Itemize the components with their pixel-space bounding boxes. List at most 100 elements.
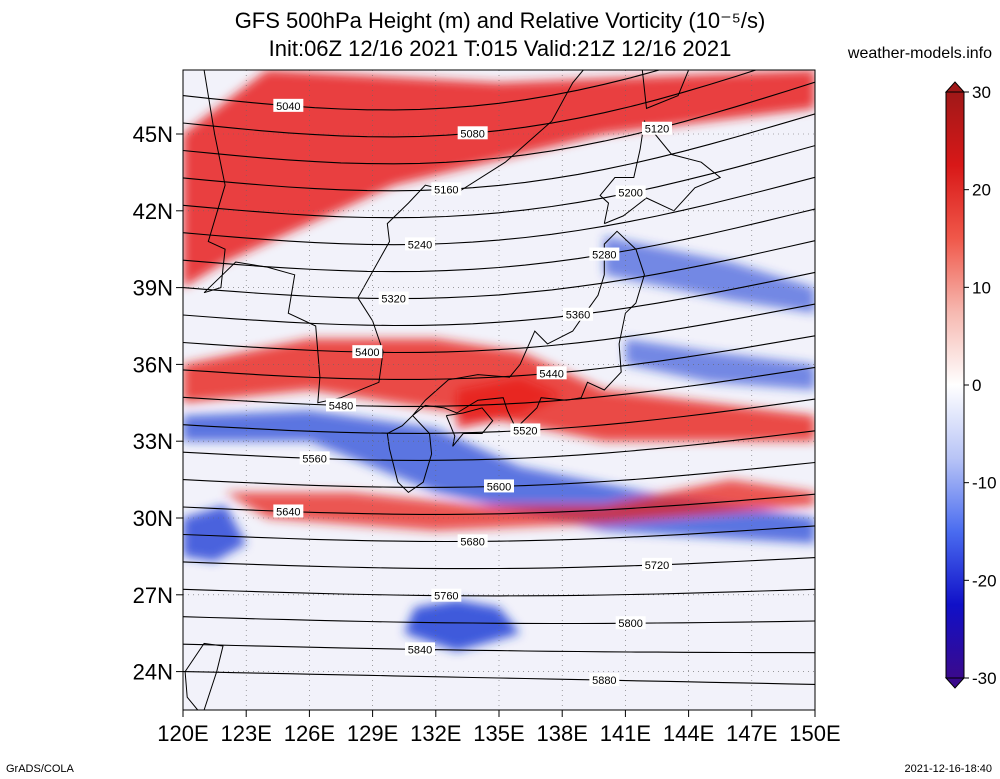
height-contour: [183, 335, 815, 380]
coastline: [445, 407, 494, 447]
vorticity-region: [604, 236, 815, 314]
longitude-label: 144E: [663, 721, 714, 746]
svg-text:5120: 5120: [645, 124, 669, 136]
longitude-label: 138E: [537, 721, 588, 746]
contour-label: 5720: [642, 557, 672, 572]
height-contour: [183, 430, 815, 461]
contour-label: 5800: [615, 616, 646, 630]
svg-text:5640: 5640: [276, 506, 300, 518]
svg-text:5880: 5880: [592, 675, 616, 687]
latitude-label: 39N: [133, 276, 173, 301]
contour-label: 5640: [273, 504, 304, 518]
contour-label: 5600: [484, 479, 514, 493]
chart-title: GFS 500hPa Height (m) and Relative Vorti…: [234, 8, 766, 33]
latitude-label: 45N: [133, 122, 173, 147]
svg-text:5680: 5680: [460, 536, 484, 548]
latitude-label: 24N: [133, 660, 173, 685]
contour-label: 5280: [589, 247, 620, 262]
software-credit: GrADS/COLA: [6, 763, 74, 775]
vorticity-region: [456, 377, 563, 429]
longitude-label: 141E: [600, 721, 651, 746]
colorbar-tick-label: 30: [972, 83, 991, 102]
height-contour: [183, 557, 815, 570]
vorticity-region: [225, 479, 815, 531]
height-contour: [183, 398, 815, 434]
contour-label: 5120: [642, 121, 672, 136]
svg-text:5240: 5240: [408, 239, 432, 251]
contour-label: 5040: [273, 98, 304, 113]
longitude-label: 132E: [410, 721, 461, 746]
latitude-label: 36N: [133, 352, 173, 377]
contour-label: 5160: [431, 182, 462, 196]
contour-label: 5440: [536, 366, 567, 380]
svg-text:5360: 5360: [566, 310, 590, 322]
contour-labels: 5040 5080 5120 5160 5200 5240 5280 5320 5360 5400…: [273, 98, 672, 687]
svg-text:5320: 5320: [381, 294, 405, 306]
site-credit: weather-models.info: [847, 45, 992, 62]
svg-text:5560: 5560: [302, 453, 326, 465]
contour-label: 5560: [299, 451, 330, 465]
svg-text:5800: 5800: [618, 618, 642, 630]
height-contour: [183, 616, 815, 625]
contour-label: 5320: [378, 291, 409, 306]
contour-label: 5080: [457, 126, 488, 140]
latitude-label: 33N: [133, 429, 173, 454]
latitude-label: 27N: [133, 583, 173, 608]
contour-label: 5400: [352, 345, 383, 359]
vorticity-region: [625, 338, 815, 390]
svg-text:5040: 5040: [276, 101, 300, 113]
svg-text:5080: 5080: [460, 128, 484, 140]
contour-label: 5760: [431, 588, 462, 603]
height-contour: [183, 671, 815, 685]
longitude-label: 147E: [726, 721, 777, 746]
chart-subtitle: Init:06Z 12/16 2021 T:015 Valid:21Z 12/1…: [268, 36, 732, 61]
svg-text:5600: 5600: [487, 481, 511, 493]
colorbar: 30 20 10 0 -10 -20 -30: [944, 81, 997, 689]
contour-label: 5360: [563, 307, 593, 322]
svg-text:5280: 5280: [592, 250, 616, 262]
colorbar-tick-label: 20: [972, 181, 991, 200]
svg-text:5200: 5200: [618, 188, 642, 200]
timestamp: 2021-12-16-18:40: [904, 763, 992, 775]
contour-label: 5200: [615, 185, 646, 200]
height-contour: [183, 643, 815, 654]
graticule: [183, 70, 815, 710]
contour-label: 5520: [510, 423, 541, 437]
height-contour: [183, 240, 815, 300]
coastline: [641, 70, 690, 110]
contour-label: 5480: [326, 398, 356, 412]
height-contour: [183, 113, 815, 192]
colorbar-tick-label: 10: [972, 278, 991, 297]
colorbar-tick-label: -20: [972, 571, 997, 590]
height-contour: [183, 366, 815, 407]
svg-text:5400: 5400: [355, 347, 379, 359]
colorbar-scale: [945, 91, 965, 679]
contour-label: 5840: [405, 642, 435, 656]
height-contour: [183, 81, 815, 165]
svg-text:5440: 5440: [539, 368, 563, 380]
latitude-label: 30N: [133, 506, 173, 531]
svg-text:5760: 5760: [434, 591, 458, 603]
height-contour: [183, 271, 815, 327]
svg-text:5520: 5520: [513, 425, 537, 437]
colorbar-tick-label: -10: [972, 474, 997, 493]
contour-label: 5680: [457, 534, 488, 548]
height-contour: [183, 176, 815, 246]
height-contour: [183, 208, 815, 273]
height-contour: [183, 145, 815, 219]
longitude-label: 120E: [157, 721, 208, 746]
height-contour: [183, 525, 815, 543]
longitude-label: 150E: [789, 721, 840, 746]
axis-ticks: 45N 42N 39N 36N 33N 30N 27N 24N 120E 123E 126E 129E…: [133, 122, 841, 746]
longitude-label: 129E: [347, 721, 398, 746]
contour-label: 5240: [405, 237, 435, 251]
longitude-label: 135E: [473, 721, 524, 746]
longitude-label: 126E: [284, 721, 335, 746]
colorbar-tick-label: -30: [972, 669, 997, 688]
height-contour: [183, 70, 758, 138]
vorticity-region: [183, 505, 247, 562]
latitude-label: 42N: [133, 199, 173, 224]
longitude-label: 123E: [221, 721, 272, 746]
svg-text:5160: 5160: [434, 184, 458, 196]
